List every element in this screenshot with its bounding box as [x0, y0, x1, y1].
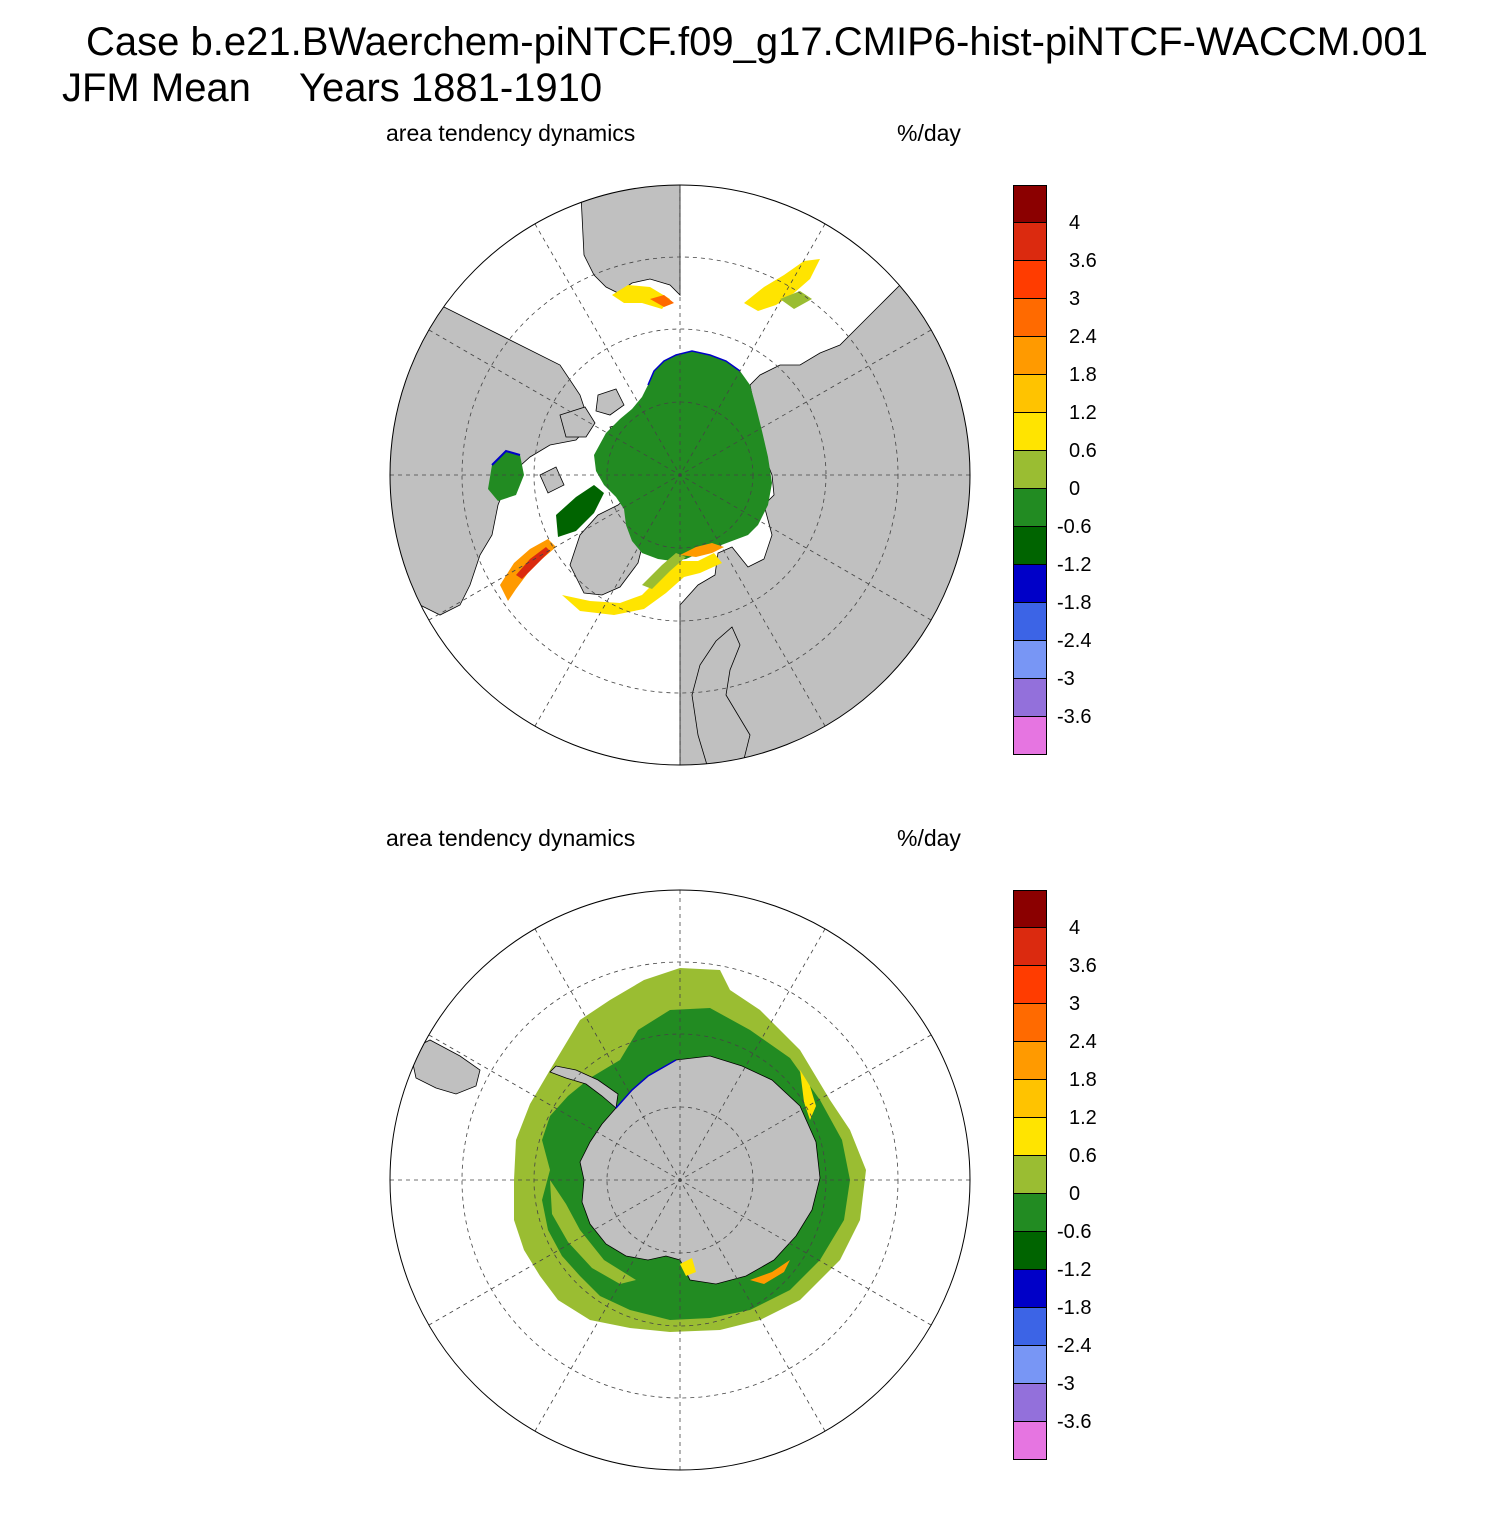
figure-title: Case b.e21.BWaerchem-piNTCF.f09_g17.CMIP… [86, 20, 1428, 64]
colorbar-tick-label: -2.4 [1057, 1335, 1092, 1357]
colorbar-swatch [1013, 679, 1047, 717]
colorbar-swatch [1013, 1118, 1047, 1156]
bering-core [650, 295, 674, 307]
colorbar-swatch [1013, 1422, 1047, 1460]
variable-label: area tendency dynamics [386, 825, 636, 851]
colorbar-swatch [1013, 185, 1047, 223]
colorbar-swatch [1013, 1270, 1047, 1308]
colorbar-tick-label: -3.6 [1057, 706, 1092, 728]
colorbar-swatch [1013, 299, 1047, 337]
colorbar-swatch [1013, 1042, 1047, 1080]
land-scandinavia [691, 626, 751, 765]
colorbar-tick-label: 0.6 [1069, 1145, 1097, 1167]
okhotsk-green [780, 291, 812, 309]
colorbar-swatch [1013, 451, 1047, 489]
bering-field [612, 285, 670, 309]
barents-edge [680, 543, 724, 557]
colorbar-swatch [1013, 1004, 1047, 1042]
colorbar-tick-label: -3.6 [1057, 1411, 1092, 1433]
colorbar-swatch [1013, 1194, 1047, 1232]
colorbar-swatch [1013, 1346, 1047, 1384]
hudson-field [488, 451, 524, 501]
land-peninsula [549, 1065, 619, 1109]
colorbar-tick-label: 1.2 [1069, 402, 1097, 424]
colorbar-tick-label: 3 [1069, 993, 1081, 1015]
colorbar-tick-label: -1.2 [1057, 554, 1092, 576]
colorbar-tick-label: 4 [1069, 212, 1081, 234]
colorbar-tick-label: 2.4 [1069, 1031, 1097, 1053]
years-label: Years 1881-1910 [298, 66, 603, 110]
colorbar-swatch [1013, 966, 1047, 1004]
arctic-ocean-field [594, 351, 772, 561]
colorbar-tick-label: -2.4 [1057, 630, 1092, 652]
arctic-map [389, 184, 971, 766]
colorbar-tick-label: -0.6 [1057, 516, 1092, 538]
graticule [390, 185, 970, 765]
hudson-rim [491, 449, 521, 466]
colorbar-tick-label: 0 [1069, 478, 1081, 500]
ice-edge-hotspot [750, 1260, 790, 1284]
colorbar-tick-label: 2.4 [1069, 326, 1097, 348]
colorbar-tick-label: -3 [1057, 668, 1075, 690]
colorbar-tick-label: 4 [1069, 917, 1081, 939]
colorbar-tick-label: -1.8 [1057, 1297, 1092, 1319]
arctic-panel: area tendency dynamics %/day [0, 110, 1500, 810]
variable-label: area tendency dynamics [386, 120, 636, 146]
colorbar-tick-label: -1.2 [1057, 1259, 1092, 1281]
colorbar-swatch [1013, 890, 1047, 928]
colorbar-swatch [1013, 527, 1047, 565]
colorbar-swatch [1013, 1232, 1047, 1270]
land-archipelago [539, 388, 631, 494]
nordic-band-green [642, 553, 686, 589]
sea-ice-streak [550, 1180, 636, 1284]
map-border [389, 889, 971, 1471]
colorbar-tick-label: -1.8 [1057, 592, 1092, 614]
colorbar-tick-label: 1.8 [1069, 1069, 1097, 1091]
season-label: JFM Mean [62, 66, 251, 110]
baffin-field [556, 485, 604, 537]
colorbar-swatch [1013, 337, 1047, 375]
colorbar-swatch [1013, 261, 1047, 299]
land-south-america [409, 1039, 481, 1095]
land-antarctica [579, 1055, 821, 1285]
colorbar-tick-label: 0.6 [1069, 440, 1097, 462]
colorbar-swatch [1013, 641, 1047, 679]
colorbar-swatch [1013, 928, 1047, 966]
colorbar-tick-label: 1.2 [1069, 1107, 1097, 1129]
colorbar-swatch [1013, 565, 1047, 603]
coastal-rim [615, 1059, 677, 1109]
colorbar-tick-label: 3.6 [1069, 955, 1097, 977]
colorbar-tick-label: -0.6 [1057, 1221, 1092, 1243]
colorbar-swatch [1013, 223, 1047, 261]
colorbar-swatch [1013, 1308, 1047, 1346]
okhotsk-field [744, 259, 820, 311]
antarctic-panel: area tendency dynamics %/day [0, 815, 1500, 1515]
colorbar-tick-label: 0 [1069, 1183, 1081, 1205]
colorbar-swatch [1013, 375, 1047, 413]
units-label: %/day [897, 120, 961, 146]
ice-edge-hotspot [680, 1258, 696, 1276]
colorbar-swatch [1013, 489, 1047, 527]
colorbar-tick-label: 1.8 [1069, 364, 1097, 386]
colorbar: 4 3.6 3 2.4 1.8 1.2 0.6 0 -0.6 -1.2 -1.8 -2.4 -3 -3.6 [1013, 890, 1153, 1465]
map-border [389, 184, 971, 766]
graticule [390, 890, 970, 1470]
units-label: %/day [897, 825, 961, 851]
colorbar-swatch [1013, 1156, 1047, 1194]
colorbar: 4 3.6 3 2.4 1.8 1.2 0.6 0 -0.6 -1.2 -1.8 -2.4 -3 -3.6 [1013, 185, 1153, 760]
colorbar-tick-label: -3 [1057, 1373, 1075, 1395]
colorbar-swatch [1013, 1080, 1047, 1118]
colorbar-swatch [1013, 717, 1047, 755]
antarctic-map [389, 889, 971, 1471]
colorbar-tick-label: 3.6 [1069, 250, 1097, 272]
arctic-rim [647, 350, 741, 386]
figure-subtitle: JFM Mean Years 1881-1910 [62, 68, 602, 108]
ice-edge-hotspot [800, 1070, 816, 1120]
land-beringia [579, 185, 681, 296]
colorbar-tick-label: 3 [1069, 288, 1081, 310]
colorbar-swatch [1013, 603, 1047, 641]
nordic-band [562, 553, 722, 615]
colorbar-swatch [1013, 1384, 1047, 1422]
colorbar-swatch [1013, 413, 1047, 451]
